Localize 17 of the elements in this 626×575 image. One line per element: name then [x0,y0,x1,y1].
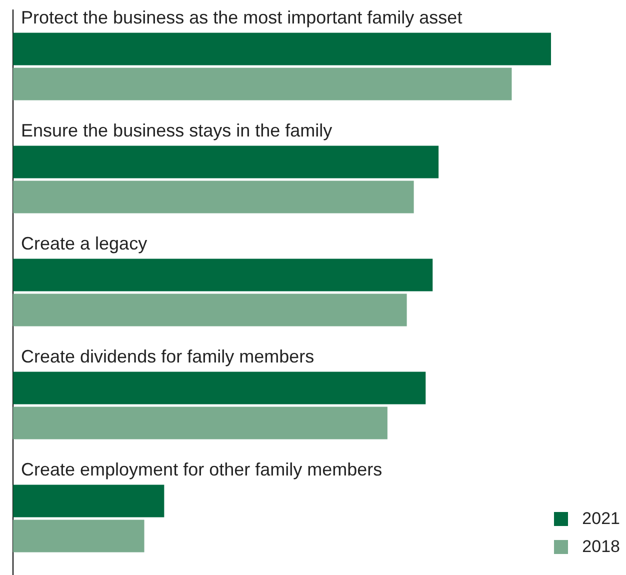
y-tick-label: Create dividends for family members [21,346,314,367]
legend-label: 2018 [582,537,620,557]
bar [13,294,407,326]
bar [13,32,551,66]
bar [13,180,414,214]
bar [13,406,388,440]
y-tick-label: Create employment for other family members [21,460,382,480]
bar [13,68,512,100]
bar [13,146,439,178]
y-tick-label: Ensure the business stays in the family [21,120,332,141]
bar [13,484,164,518]
y-tick-label: Create a legacy [21,234,148,254]
bar [13,520,144,552]
legend-label: 2021 [582,509,620,529]
bar [13,372,426,404]
bar [13,258,433,292]
y-tick-label: Protect the business as the most important family asset [21,8,462,28]
